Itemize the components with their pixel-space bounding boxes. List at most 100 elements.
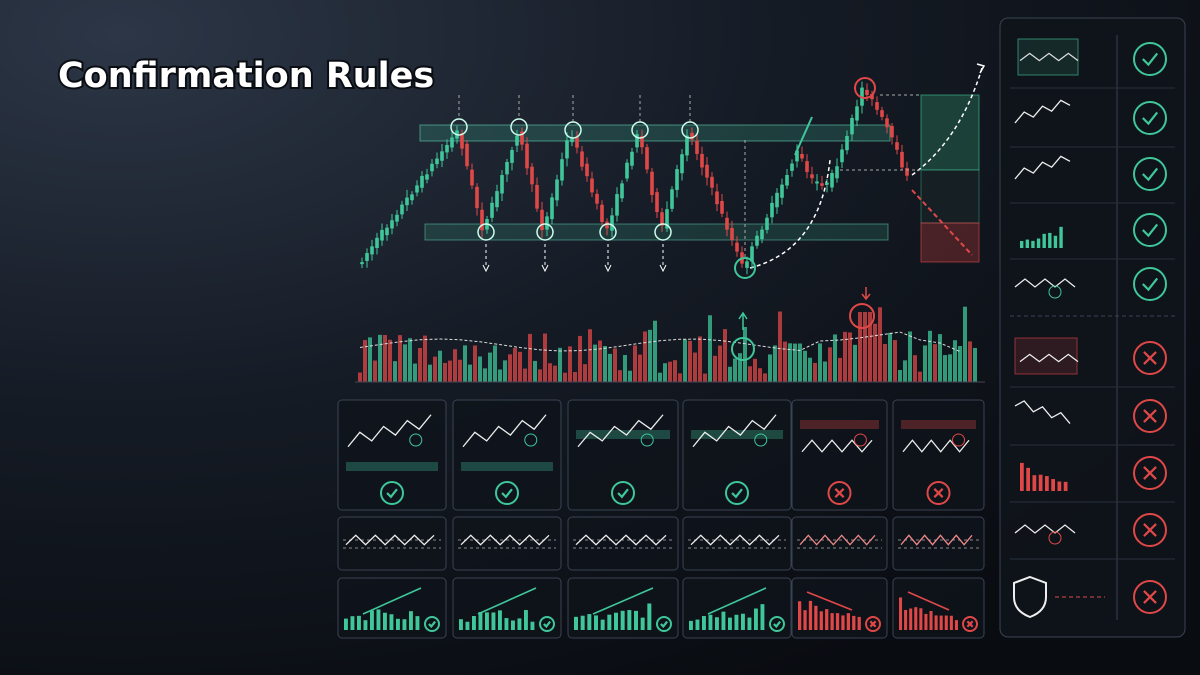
sketch-bar	[344, 618, 348, 630]
volume-bar	[773, 345, 777, 382]
card-band	[461, 462, 553, 471]
candle-body	[825, 182, 829, 185]
sketch-bar	[600, 619, 605, 630]
stop-zone	[920, 222, 980, 263]
cross-mark	[1143, 351, 1157, 365]
volume-bar	[913, 355, 917, 382]
sketch-line	[801, 439, 873, 453]
candle-body	[630, 151, 634, 166]
candle-body	[430, 163, 434, 172]
candle-body	[875, 102, 879, 110]
sketch-bar	[574, 616, 578, 630]
volume-bar	[818, 343, 822, 382]
volume-bar	[383, 334, 387, 382]
volume-bar	[718, 345, 722, 382]
sketch-bar	[524, 610, 528, 630]
candle-body	[410, 194, 414, 201]
candle-body	[395, 214, 399, 222]
sketch-bar	[647, 603, 652, 630]
volume-bar	[778, 311, 782, 382]
sketch-line	[692, 414, 777, 448]
sketch-bar	[708, 614, 713, 630]
volume-bar	[368, 337, 372, 382]
cross-mark	[1143, 523, 1157, 537]
candle-body	[475, 186, 479, 209]
volume-bar	[653, 320, 657, 382]
volume-bar	[548, 363, 552, 382]
candle-body	[610, 215, 614, 231]
card	[682, 516, 792, 571]
check-mark	[1142, 167, 1159, 182]
target-zone	[920, 94, 980, 171]
sketch-bar	[1048, 232, 1052, 248]
volume-bar	[683, 339, 687, 382]
sketch-bar	[498, 610, 502, 630]
volume-bar	[923, 345, 927, 382]
volume-bar	[448, 360, 452, 382]
volume-bar	[403, 344, 407, 382]
sketch-bar	[919, 608, 923, 630]
sketch-bar	[899, 597, 903, 630]
volume-bar	[713, 355, 717, 382]
candle-body	[470, 169, 474, 186]
candle-body	[660, 212, 664, 226]
sketch-bar	[587, 614, 592, 630]
volume-bar	[843, 331, 847, 382]
check-icon	[611, 481, 635, 505]
candle-body	[505, 161, 509, 175]
check-mark	[1142, 111, 1159, 126]
volume-bar	[393, 361, 397, 382]
sketch-bar	[415, 616, 420, 630]
volume-bar	[663, 363, 667, 382]
candle-body	[580, 151, 584, 167]
card	[452, 399, 562, 511]
check-mark	[386, 488, 398, 499]
check-icon	[495, 481, 519, 505]
pivot-marker	[564, 121, 582, 139]
candle-body	[530, 166, 534, 185]
candle-body	[645, 147, 649, 170]
sketch-bar	[350, 616, 355, 630]
volume-bar	[918, 371, 922, 382]
pivot-marker	[654, 223, 672, 241]
volume-bar	[488, 352, 492, 382]
volume-bar	[508, 354, 512, 382]
volume-bar	[848, 332, 852, 382]
candle-body	[370, 246, 374, 255]
sketch-bar	[814, 605, 818, 630]
arrow-head	[659, 264, 667, 273]
volume-bar	[943, 355, 947, 382]
volume-bar	[603, 345, 607, 382]
candle-body	[360, 262, 364, 265]
cross-mark	[1143, 409, 1157, 423]
candle-body	[680, 154, 684, 174]
pivot-marker	[536, 223, 554, 241]
sketch-bar	[1032, 475, 1037, 491]
volume-bar	[723, 329, 727, 382]
sketch-bar	[627, 610, 632, 630]
pivot-marker	[681, 121, 699, 139]
sketch-bar	[465, 621, 470, 630]
candle-body	[805, 161, 809, 172]
candle-body	[490, 202, 494, 218]
candle-body	[465, 143, 469, 167]
sketch-line	[1019, 52, 1079, 62]
cross-icon	[962, 616, 978, 632]
check-icon	[725, 481, 749, 505]
sketch-bar	[459, 619, 463, 630]
candle-body	[755, 235, 759, 246]
card	[892, 516, 985, 571]
sketch-line	[577, 414, 664, 448]
check-mark	[773, 620, 782, 629]
volume-bar	[808, 357, 812, 382]
sketch-line	[902, 439, 970, 453]
sketch-bar	[747, 617, 752, 630]
volume-bar	[643, 331, 647, 382]
volume-bar	[758, 368, 762, 382]
sketch-bar	[1020, 241, 1024, 248]
sketch-line	[1014, 400, 1071, 424]
candle-body	[665, 209, 669, 229]
sketch-bar	[1031, 240, 1035, 248]
card	[452, 516, 562, 571]
